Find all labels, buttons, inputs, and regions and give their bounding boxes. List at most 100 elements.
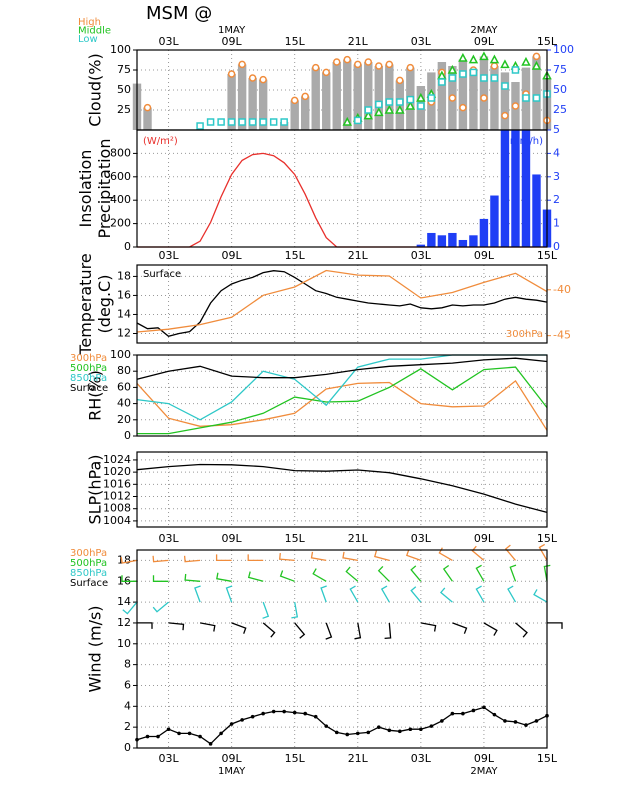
marker <box>354 60 362 69</box>
line <box>137 366 548 435</box>
annotation: (W/m²) <box>143 136 178 147</box>
chart-title: MSM @ <box>146 3 212 24</box>
point <box>366 730 371 735</box>
wind-barb <box>538 543 548 561</box>
wind-barb <box>216 572 232 582</box>
marker <box>311 63 320 72</box>
y-axis-title: Insolation <box>76 150 95 228</box>
wind-barb <box>373 550 390 562</box>
marker <box>405 100 416 110</box>
point <box>387 728 392 733</box>
bar <box>479 218 489 247</box>
point <box>503 719 507 723</box>
line <box>136 357 548 380</box>
marker <box>248 74 257 82</box>
legend-item: 850hPa <box>70 568 107 579</box>
x-tick-label: 03L <box>158 249 179 262</box>
point <box>429 724 434 728</box>
point <box>250 714 255 719</box>
marker <box>532 94 541 102</box>
marker <box>522 94 530 102</box>
x-tick-label: 03L <box>158 752 179 765</box>
bar <box>437 235 447 247</box>
annotation: (mm/h) <box>506 136 543 147</box>
date-label: 2MAY <box>470 766 498 777</box>
point <box>282 709 286 714</box>
y-tick-label: 1008 <box>103 502 131 515</box>
point <box>145 734 150 739</box>
wind-barb <box>439 587 453 603</box>
legend-item: High <box>78 17 101 28</box>
bar <box>258 79 268 130</box>
point <box>177 731 181 736</box>
y-tick-label: 200 <box>110 217 131 230</box>
x-tick-label: 15L <box>285 249 306 262</box>
x-tick-label: 15L <box>537 249 558 262</box>
point <box>513 720 518 724</box>
y-tick-label: 10 <box>117 637 131 650</box>
y2-tick-label: 2 <box>553 193 560 206</box>
y-tick-label: 20 <box>117 413 131 426</box>
line <box>136 379 548 431</box>
marker <box>459 103 467 112</box>
legend-item: 500hPa <box>70 558 107 569</box>
y2-tick-label: 75 <box>553 63 567 76</box>
x-tick-label: 09L <box>222 532 243 545</box>
marker <box>459 70 467 78</box>
marker <box>280 118 288 126</box>
marker <box>521 56 531 66</box>
wind-barb <box>420 622 437 632</box>
point <box>408 727 413 732</box>
marker <box>511 102 520 110</box>
wind-barb <box>137 622 153 629</box>
wind-barb <box>354 622 362 640</box>
wind-barb <box>515 622 528 638</box>
y2-tick-label: 0 <box>553 240 560 253</box>
wind-barb <box>262 601 270 619</box>
bar <box>332 62 341 130</box>
bar <box>500 72 510 130</box>
marker <box>322 68 330 77</box>
x-tick-label: 15L <box>537 752 558 765</box>
marker <box>248 118 257 126</box>
line <box>136 269 548 333</box>
y-tick-label: 1020 <box>103 465 131 478</box>
marker <box>259 118 267 126</box>
point <box>524 723 528 727</box>
wind-barb <box>231 622 247 634</box>
wind-barb <box>247 554 264 562</box>
marker <box>290 96 299 105</box>
panel-frame <box>136 354 548 437</box>
wind-barb <box>225 585 233 603</box>
point <box>450 711 455 716</box>
legend-item: 500hPa <box>70 363 107 374</box>
bar <box>385 64 394 130</box>
point <box>419 727 423 732</box>
marker <box>206 118 215 126</box>
wind-barb <box>320 585 327 603</box>
point <box>534 719 539 723</box>
marker <box>501 111 509 120</box>
y2-tick-label: 100 <box>553 43 574 56</box>
y-tick-label: 25 <box>117 103 131 116</box>
line <box>136 463 548 514</box>
legend-item: Surface <box>70 578 108 589</box>
wind-barb <box>152 575 169 582</box>
y2-tick-label: 5 <box>553 123 560 136</box>
bar <box>490 195 499 247</box>
point <box>324 724 329 728</box>
marker <box>375 100 383 109</box>
marker <box>196 122 204 130</box>
y-tick-label: 0 <box>124 429 131 442</box>
point <box>471 708 476 713</box>
point <box>208 742 213 746</box>
point <box>345 732 350 737</box>
panel: 0 20 40 60 80 100 RH(%) 300hPa500hPa850hPaSurfa… <box>70 348 548 442</box>
wind-barb <box>410 586 422 603</box>
point <box>334 730 339 735</box>
legend-item: Surface <box>70 383 108 394</box>
marker <box>458 52 468 62</box>
